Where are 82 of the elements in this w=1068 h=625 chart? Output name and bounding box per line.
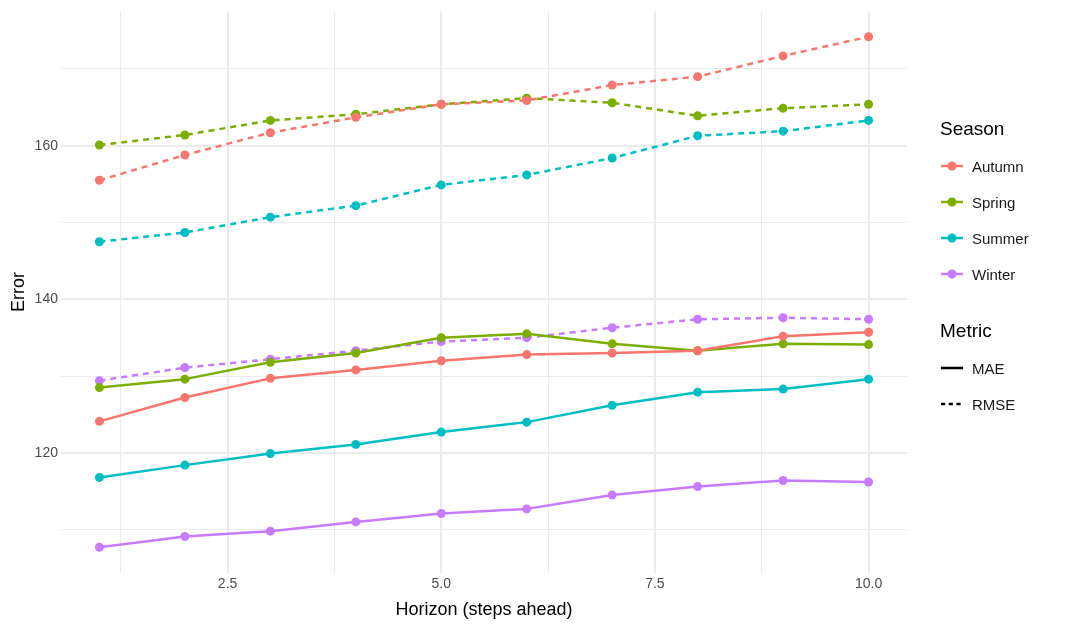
legend-title: Season <box>940 118 1006 140</box>
point <box>180 150 190 160</box>
point <box>180 130 190 140</box>
y-tick-label: 140 <box>34 290 59 307</box>
x-tick-label: 7.5 <box>645 574 665 591</box>
point <box>351 439 361 449</box>
point <box>864 314 874 324</box>
point <box>864 477 874 487</box>
point <box>436 180 446 190</box>
point <box>693 387 703 397</box>
point <box>265 526 275 536</box>
point <box>778 339 788 349</box>
legend-label: Autumn <box>972 157 1024 175</box>
x-tick-label: 5.0 <box>431 574 452 591</box>
point <box>607 400 617 410</box>
y-tick-label: 120 <box>34 443 59 460</box>
x-axis-title: Horizon (steps ahead) <box>395 599 573 620</box>
point <box>94 472 104 482</box>
point <box>522 417 532 427</box>
text: RMSE <box>972 395 1016 413</box>
point <box>351 201 361 211</box>
point <box>180 228 190 237</box>
point <box>180 393 190 403</box>
point <box>265 373 275 383</box>
point <box>94 237 104 247</box>
point <box>265 449 275 459</box>
point <box>778 51 788 61</box>
point <box>351 517 361 527</box>
point <box>265 115 275 125</box>
legend-label: Summer <box>972 229 1029 247</box>
point <box>778 103 788 113</box>
point <box>864 327 874 337</box>
point <box>522 350 532 360</box>
point <box>94 140 104 150</box>
point <box>436 427 446 437</box>
point <box>864 99 874 109</box>
point <box>693 111 703 121</box>
point <box>693 314 703 324</box>
text: Metric <box>940 320 993 342</box>
x-tick-label: 10.0 <box>854 574 883 591</box>
point <box>351 365 361 375</box>
point <box>522 329 532 339</box>
point <box>607 98 617 108</box>
point <box>778 126 788 136</box>
point <box>522 504 532 514</box>
point <box>94 175 104 185</box>
point <box>94 383 104 393</box>
point <box>522 170 532 180</box>
point <box>778 331 788 341</box>
point <box>864 374 874 384</box>
point <box>94 542 104 552</box>
point <box>693 72 703 82</box>
point <box>864 115 874 125</box>
point <box>607 490 617 500</box>
point <box>265 128 275 138</box>
point <box>607 80 617 90</box>
legend-label: Winter <box>972 265 1016 283</box>
point <box>778 384 788 394</box>
point <box>436 333 446 343</box>
y-axis-title: Error <box>7 272 28 312</box>
point <box>94 416 104 426</box>
point <box>607 339 617 349</box>
point <box>180 532 190 542</box>
point <box>778 313 788 323</box>
legend-label: Spring <box>972 193 1016 211</box>
point <box>265 212 275 222</box>
point <box>607 153 617 163</box>
point <box>436 508 446 518</box>
x-tick-label: 2.5 <box>217 574 238 591</box>
point <box>864 32 874 42</box>
point <box>607 323 617 333</box>
text: MAE <box>972 359 1005 377</box>
y-tick-label: 160 <box>34 136 59 153</box>
point <box>436 356 446 366</box>
point <box>864 340 874 350</box>
point <box>180 374 190 384</box>
point <box>693 131 703 141</box>
point <box>607 348 617 358</box>
point <box>778 475 788 485</box>
point <box>180 363 190 373</box>
point <box>180 460 190 470</box>
point <box>693 482 703 492</box>
